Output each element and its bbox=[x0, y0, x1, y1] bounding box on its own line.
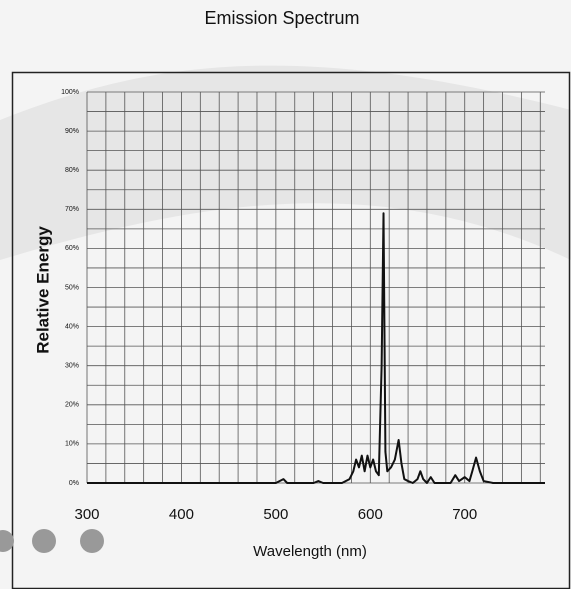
decor-dot bbox=[32, 529, 56, 553]
y-tick-label: 40% bbox=[65, 323, 79, 330]
decor-dot bbox=[80, 529, 104, 553]
y-tick-label: 0% bbox=[69, 480, 79, 487]
y-tick-label: 30% bbox=[65, 363, 79, 370]
x-tick-label: 500 bbox=[263, 506, 288, 523]
x-tick-label: 300 bbox=[74, 506, 99, 523]
x-tick-label: 600 bbox=[358, 506, 383, 523]
x-axis-label: Wavelength (nm) bbox=[253, 543, 367, 560]
y-tick-label: 70% bbox=[65, 206, 79, 213]
y-tick-label: 100% bbox=[61, 89, 79, 96]
y-tick-label: 80% bbox=[65, 167, 79, 174]
x-tick-label: 400 bbox=[169, 506, 194, 523]
x-tick-label: 700 bbox=[452, 506, 477, 523]
y-tick-label: 90% bbox=[65, 128, 79, 135]
decor-dot bbox=[0, 530, 14, 552]
y-tick-label: 10% bbox=[65, 441, 79, 448]
y-tick-label: 60% bbox=[65, 245, 79, 252]
y-tick-label: 20% bbox=[65, 402, 79, 409]
y-tick-label: 50% bbox=[65, 284, 79, 291]
y-axis-label: Relative Energy bbox=[33, 226, 52, 354]
spectrum-line bbox=[87, 212, 545, 484]
watermark bbox=[0, 65, 571, 260]
chart-title: Emission Spectrum bbox=[204, 8, 359, 28]
